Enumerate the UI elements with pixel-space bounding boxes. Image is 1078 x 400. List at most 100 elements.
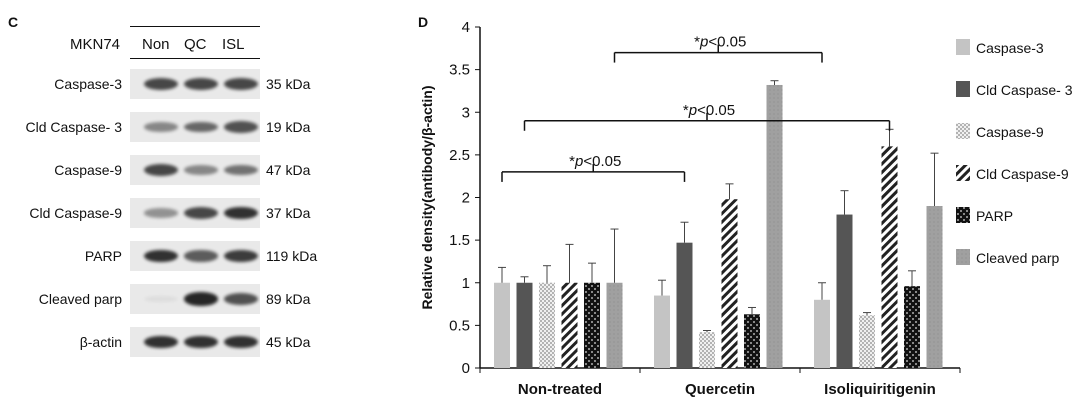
blot-row: Cld Caspase- 3 19 kDa [0,109,330,147]
header-line-bottom [130,58,260,59]
blot-band [144,78,178,90]
panel-c: C MKN74 Non QC ISL Caspase-3 35 kDa Cld Ca… [0,0,340,400]
blot-image [130,155,260,185]
bar [539,282,555,368]
bar [516,282,533,368]
blot-image [130,69,260,99]
blot-band [224,78,258,90]
bar [744,314,760,368]
column-non: Non [142,36,170,53]
significance-label: *p<0.05 [683,102,735,119]
legend-label: Cld Caspase- 3 [976,82,1073,98]
y-tick-label: 3 [462,104,470,121]
panel-d-letter: D [418,14,429,30]
blot-band [184,250,218,262]
x-category-label: Isoliquiritigenin [824,381,936,398]
blot-protein-label: β-actin [79,334,122,350]
bar [881,146,898,368]
y-tick-label: 1 [462,275,470,292]
blot-band [184,121,218,133]
blot-protein-label: Cld Caspase- 3 [25,119,123,135]
blot-protein-label: Cleaved parp [38,291,122,307]
legend-swatch [956,165,970,181]
y-tick-label: 2.5 [449,147,470,164]
legend-swatch [956,207,970,223]
blot-band [184,165,218,175]
molecular-weight-label: 35 kDa [266,76,311,92]
blot-band [224,206,258,220]
blot-band [144,208,178,218]
blot-band [224,335,258,349]
blot-row: β-actin 45 kDa [0,324,330,362]
x-category-label: Non-treated [518,381,602,398]
header-line-top [130,26,260,27]
blot-band [184,335,218,349]
molecular-weight-label: 119 kDa [266,248,318,264]
blot-band [144,335,178,349]
blot-band [224,249,258,263]
bar [676,242,693,368]
bar [814,299,830,368]
blot-band [184,292,218,306]
bar [494,282,510,368]
y-tick-label: 1.5 [449,232,470,249]
x-category-label: Quercetin [685,381,755,398]
legend-label: Caspase-3 [976,40,1044,56]
y-axis-label: Relative density(antibody/β-actin) [419,85,435,309]
blot-band [224,164,258,176]
legend-label: Cld Caspase-9 [976,166,1069,182]
panel-c-letter: C [8,14,19,30]
bar [654,295,670,368]
blot-band [144,164,178,176]
bar [606,282,623,368]
blot-row: PARP 119 kDa [0,238,330,276]
blot-band [144,295,178,303]
blot-image [130,241,260,271]
legend-swatch [956,249,970,265]
y-tick-label: 3.5 [449,62,470,79]
cell-line-label: MKN74 [70,36,121,53]
legend-swatch [956,39,970,55]
legend-label: PARP [976,208,1013,224]
legend-label: Cleaved parp [976,250,1059,266]
y-tick-label: 4 [462,19,470,36]
blot-band [184,78,218,90]
blot-image [130,112,260,142]
blot-protein-label: PARP [84,248,122,264]
bar [721,199,738,368]
bar [584,282,600,368]
blot-band [144,249,178,263]
molecular-weight-label: 89 kDa [266,291,311,307]
blot-row: Cleaved parp 89 kDa [0,281,330,319]
bar [836,214,853,368]
bar [904,286,920,368]
molecular-weight-label: 37 kDa [266,205,311,221]
blot-row: Cld Caspase-9 37 kDa [0,195,330,233]
legend-swatch [956,81,970,97]
column-isl: ISL [222,36,245,53]
bar [859,315,875,368]
molecular-weight-label: 45 kDa [266,334,311,350]
blot-image [130,327,260,357]
blot-protein-label: Caspase-9 [54,162,122,178]
blot-image [130,284,260,314]
blot-protein-label: Cld Caspase-9 [29,205,122,221]
blot-band [224,121,258,133]
y-tick-label: 0 [462,360,470,377]
significance-label: *p<0.05 [694,34,746,51]
blot-protein-label: Caspase-3 [54,76,122,92]
blot-band [144,122,178,132]
legend-swatch [956,123,970,139]
y-tick-label: 2 [462,190,470,207]
bar [766,84,783,368]
bar [926,206,943,368]
blot-image [130,198,260,228]
molecular-weight-label: 47 kDa [266,162,311,178]
blot-row: Caspase-3 35 kDa [0,66,330,104]
molecular-weight-label: 19 kDa [266,119,311,135]
bar [699,332,715,368]
y-tick-label: 0.5 [449,317,470,334]
significance-label: *p<0.05 [569,153,621,170]
bar [561,282,578,368]
legend-label: Caspase-9 [976,124,1044,140]
